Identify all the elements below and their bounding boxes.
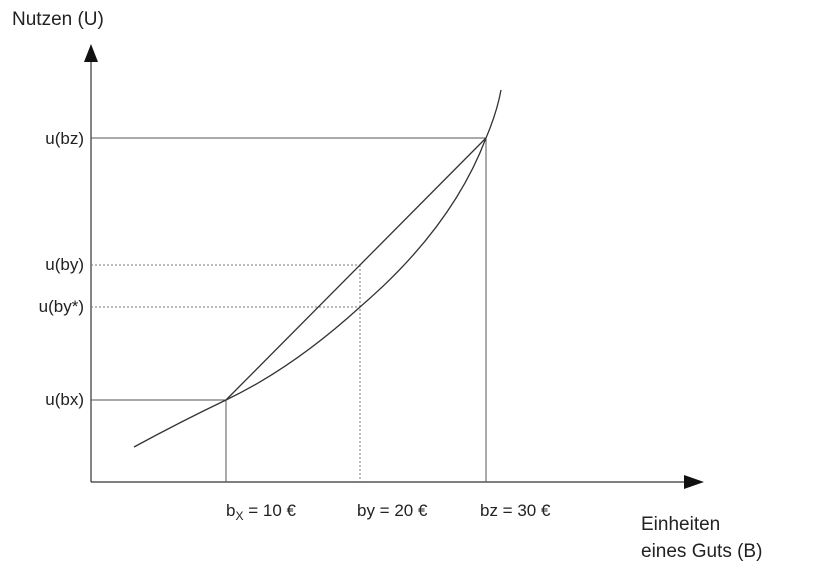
- label-bz: bz = 30 €: [480, 501, 551, 520]
- chord-line: [225, 137, 487, 401]
- label-bx-subscript: X: [235, 509, 244, 523]
- label-u-bz: u(bz): [45, 129, 84, 148]
- x-axis-title-line-1: Einheiten: [641, 514, 721, 535]
- x-axis-arrowhead: [684, 475, 704, 489]
- y-axis-arrowhead: [84, 44, 98, 62]
- label-u-by-star: u(by*): [38, 297, 84, 316]
- label-u-bx: u(bx): [45, 390, 84, 409]
- y-axis-title: Nutzen (U): [12, 9, 104, 30]
- utility-curve: [133, 89, 502, 448]
- label-bx-base: b: [226, 501, 236, 520]
- label-bx: bX = 10 €: [226, 502, 296, 522]
- label-by: by = 20 €: [357, 501, 428, 520]
- label-u-by: u(by): [45, 255, 84, 274]
- x-axis-title: Einheiten eines Guts (B): [641, 512, 762, 566]
- x-axis-title-line-2: eines Guts (B): [641, 540, 763, 562]
- label-bx-value: = 10 €: [243, 501, 296, 520]
